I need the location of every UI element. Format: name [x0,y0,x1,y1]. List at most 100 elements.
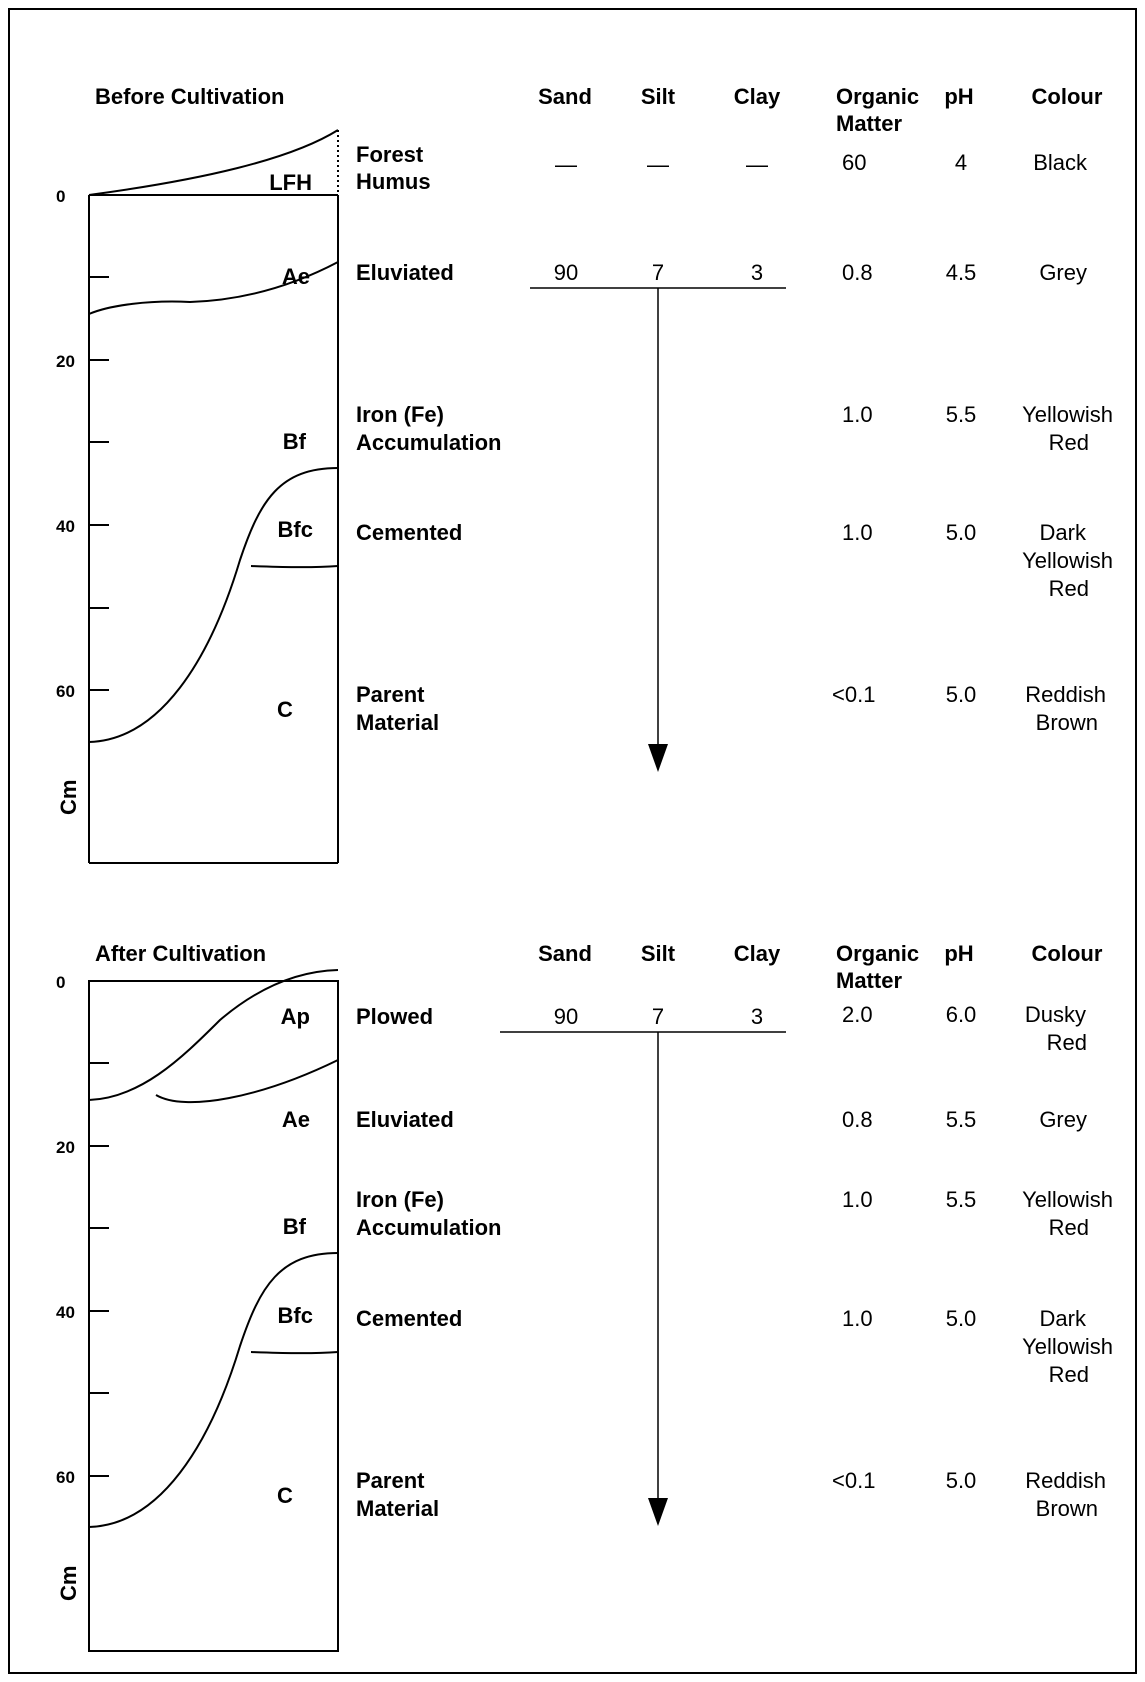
colour-value: Reddish [1025,682,1106,707]
colour-value: Yellowish [1022,402,1113,427]
colour-value: Red [1049,576,1089,601]
colour-value: Red [1047,1030,1087,1055]
layer-name: Parent [356,682,425,707]
header-organic: Organic [836,941,919,966]
header-silt: Silt [641,84,676,109]
horizon-label-ap: Ap [281,1004,310,1029]
depth-label-0: 0 [56,187,65,206]
ph-value: 5.0 [946,1306,977,1331]
horizon-label-bfc: Bfc [278,517,313,542]
ph-value: 5.0 [946,520,977,545]
silt-value: 7 [652,1004,664,1029]
layer-name: Material [356,1496,439,1521]
header-matter: Matter [836,968,902,993]
depth-label-40: 40 [56,517,75,536]
layer-name: Plowed [356,1004,433,1029]
before-title: Before Cultivation [95,84,284,109]
after-panel: After Cultivation Sand Silt Clay Organic… [56,941,1113,1652]
horizon-label-c: C [277,1483,293,1508]
horizon-label-c: C [277,697,293,722]
bfc-bottom-boundary [250,1351,339,1355]
sand-value: 90 [554,260,578,285]
layer-name: Material [356,710,439,735]
colour-value: Yellowish [1022,1187,1113,1212]
horizon-label-ae: Ae [282,264,310,289]
organic-matter-value: <0.1 [832,682,875,707]
colour-value: Red [1049,430,1089,455]
layer-name: Eluviated [356,260,454,285]
ph-value: 4 [955,150,967,175]
figure-frame [8,8,1137,1674]
depth-units-label: Cm [56,780,81,815]
colour-value: Brown [1036,710,1098,735]
c-boundary-curve [88,1252,339,1528]
layer-name: Cemented [356,1306,462,1331]
colour-value: Dusky [1025,1002,1086,1027]
organic-matter-value: 1.0 [842,1187,873,1212]
ph-value: 6.0 [946,1002,977,1027]
horizon-label-bf: Bf [283,429,307,454]
header-ph: pH [944,84,973,109]
ph-value: 5.5 [946,1187,977,1212]
clay-value: 3 [751,1004,763,1029]
colour-value: Yellowish [1022,1334,1113,1359]
ap-ae-boundary [88,969,339,1101]
depth-label-60: 60 [56,682,75,701]
depth-label-20: 20 [56,1138,75,1157]
lfh-surface-curve [88,129,339,196]
organic-matter-value: 0.8 [842,260,873,285]
silt-value: 7 [652,260,664,285]
colour-value: Brown [1036,1496,1098,1521]
ph-value: 5.0 [946,1468,977,1493]
sand-value: 90 [554,1004,578,1029]
ph-value: 5.5 [946,1107,977,1132]
colour-value: Grey [1039,260,1087,285]
layer-name: Iron (Fe) [356,1187,444,1212]
profile-box [88,980,339,1652]
texture-arrowhead [648,1498,668,1526]
horizon-label-lfh: LFH [269,170,312,195]
depth-units-label: Cm [56,1566,81,1601]
clay-value: — [746,152,768,177]
layer-name: Accumulation [356,1215,501,1240]
colour-value: Grey [1039,1107,1087,1132]
bfc-bottom-boundary [250,565,339,569]
horizon-label-bfc: Bfc [278,1303,313,1328]
c-boundary-curve [88,467,339,743]
organic-matter-value: 1.0 [842,402,873,427]
layer-name: Eluviated [356,1107,454,1132]
layer-name: Humus [356,169,431,194]
header-sand: Sand [538,941,592,966]
colour-value: Black [1033,150,1088,175]
ph-value: 4.5 [946,260,977,285]
sand-value: — [555,152,577,177]
colour-value: Dark [1040,520,1087,545]
ph-value: 5.0 [946,682,977,707]
organic-matter-value: 60 [842,150,866,175]
layer-name: Parent [356,1468,425,1493]
layer-name: Cemented [356,520,462,545]
colour-value: Reddish [1025,1468,1106,1493]
header-silt: Silt [641,941,676,966]
ae-bf-boundary [155,1059,339,1104]
header-clay: Clay [734,941,781,966]
organic-matter-value: <0.1 [832,1468,875,1493]
header-colour: Colour [1032,84,1103,109]
depth-label-20: 20 [56,352,75,371]
layer-name: Iron (Fe) [356,402,444,427]
header-colour: Colour [1032,941,1103,966]
header-matter: Matter [836,111,902,136]
header-ph: pH [944,941,973,966]
clay-value: 3 [751,260,763,285]
organic-matter-value: 1.0 [842,520,873,545]
silt-value: — [647,152,669,177]
colour-value: Red [1049,1362,1089,1387]
header-clay: Clay [734,84,781,109]
layer-name: Accumulation [356,430,501,455]
horizon-label-ae: Ae [282,1107,310,1132]
after-title: After Cultivation [95,941,266,966]
texture-arrowhead [648,744,668,772]
before-panel: Before Cultivation Sand Silt Clay Organi… [56,84,1113,864]
header-organic: Organic [836,84,919,109]
